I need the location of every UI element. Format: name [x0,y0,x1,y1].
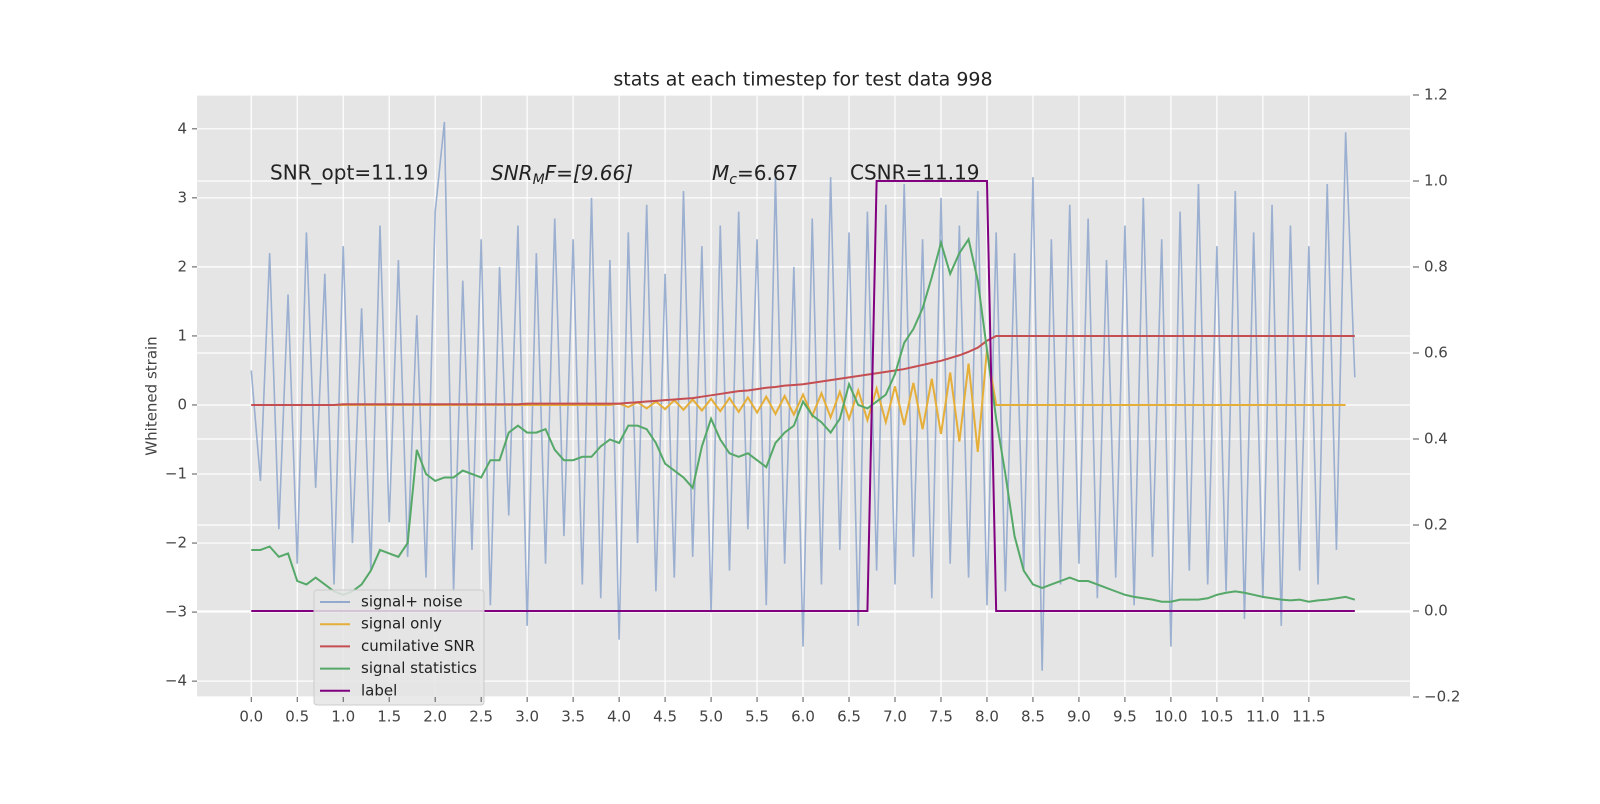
x-tick-label: 9.5 [1113,708,1137,726]
legend-label: label [361,681,397,699]
y-tick-label: 3 [177,188,187,206]
x-tick-label: 8.5 [1021,708,1045,726]
annotation-part: M [712,161,729,185]
series-line [251,236,1356,603]
series-line [251,334,1355,406]
annotation: Mc=6.67 [712,161,798,189]
x-tick-label: 11.0 [1246,708,1279,726]
annotation: SNR_opt=11.19 [270,161,428,185]
x-tick-label: 1.0 [331,708,355,726]
y-tick-label: −2 [165,534,187,552]
x-tick-label: 5.0 [699,708,723,726]
y-tick-label: −3 [165,603,187,621]
annotation-part: =6.67 [737,161,798,185]
x-tick-label: 2.0 [423,708,447,726]
y2-tick-label: 1.0 [1424,172,1448,190]
x-tick-label: 7.5 [929,708,953,726]
x-tick-label: 8.0 [975,708,999,726]
x-tick-label: 7.0 [883,708,907,726]
x-tick-label: 9.0 [1067,708,1091,726]
y-tick-label: −4 [165,672,187,690]
x-tick-label: 5.5 [745,708,769,726]
y-tick-label: 4 [177,119,187,137]
legend-label: signal statistics [361,659,477,677]
y-tick-label: −1 [165,465,187,483]
y2-tick-label: 0.6 [1424,344,1448,362]
x-tick-label: 11.5 [1292,708,1325,726]
legend-label: cumilative SNR [361,637,475,655]
y2-tick-label: 0.0 [1424,602,1448,620]
y-axis-label: Whitened strain [143,336,161,455]
y2-tick-label: 1.2 [1424,86,1448,104]
x-tick-label: 6.0 [791,708,815,726]
x-tick-label: 3.0 [515,708,539,726]
x-tick-label: 0.5 [285,708,309,726]
annotation: CSNR=11.19 [850,161,980,185]
chart-title: stats at each timestep for test data 998 [613,69,992,91]
x-tick-label: 2.5 [469,708,493,726]
series-line [250,121,1356,671]
x-tick-label: 0.0 [239,708,263,726]
y-tick-label: 1 [177,326,187,344]
x-tick-label: 6.5 [837,708,861,726]
annotation-part: SNR [491,161,533,185]
y2-tick-label: 0.2 [1424,516,1448,534]
y-tick-label: 2 [177,257,187,275]
annotation: SNRMF=[9.66] [491,161,633,189]
x-tick-label: 3.5 [561,708,585,726]
legend-box [313,589,485,706]
y2-tick-label: 0.4 [1424,430,1448,448]
y2-tick-label: −0.2 [1424,688,1460,706]
x-tick-label: 10.5 [1200,708,1233,726]
y2-tick-label: 0.8 [1424,258,1448,276]
annotation-part: M [533,172,545,188]
annotation-part: c [729,172,737,188]
y-tick-label: 0 [177,395,187,413]
legend: signal+ noise signal only cumilative SNR si… [313,589,485,706]
x-tick-label: 10.0 [1154,708,1187,726]
legend-label: signal+ noise [361,593,463,611]
x-tick-label: 4.0 [607,708,631,726]
x-tick-label: 1.5 [377,708,401,726]
legend-label: signal only [361,615,442,633]
x-tick-label: 4.5 [653,708,677,726]
annotation-part: F=[9.66] [545,161,633,185]
